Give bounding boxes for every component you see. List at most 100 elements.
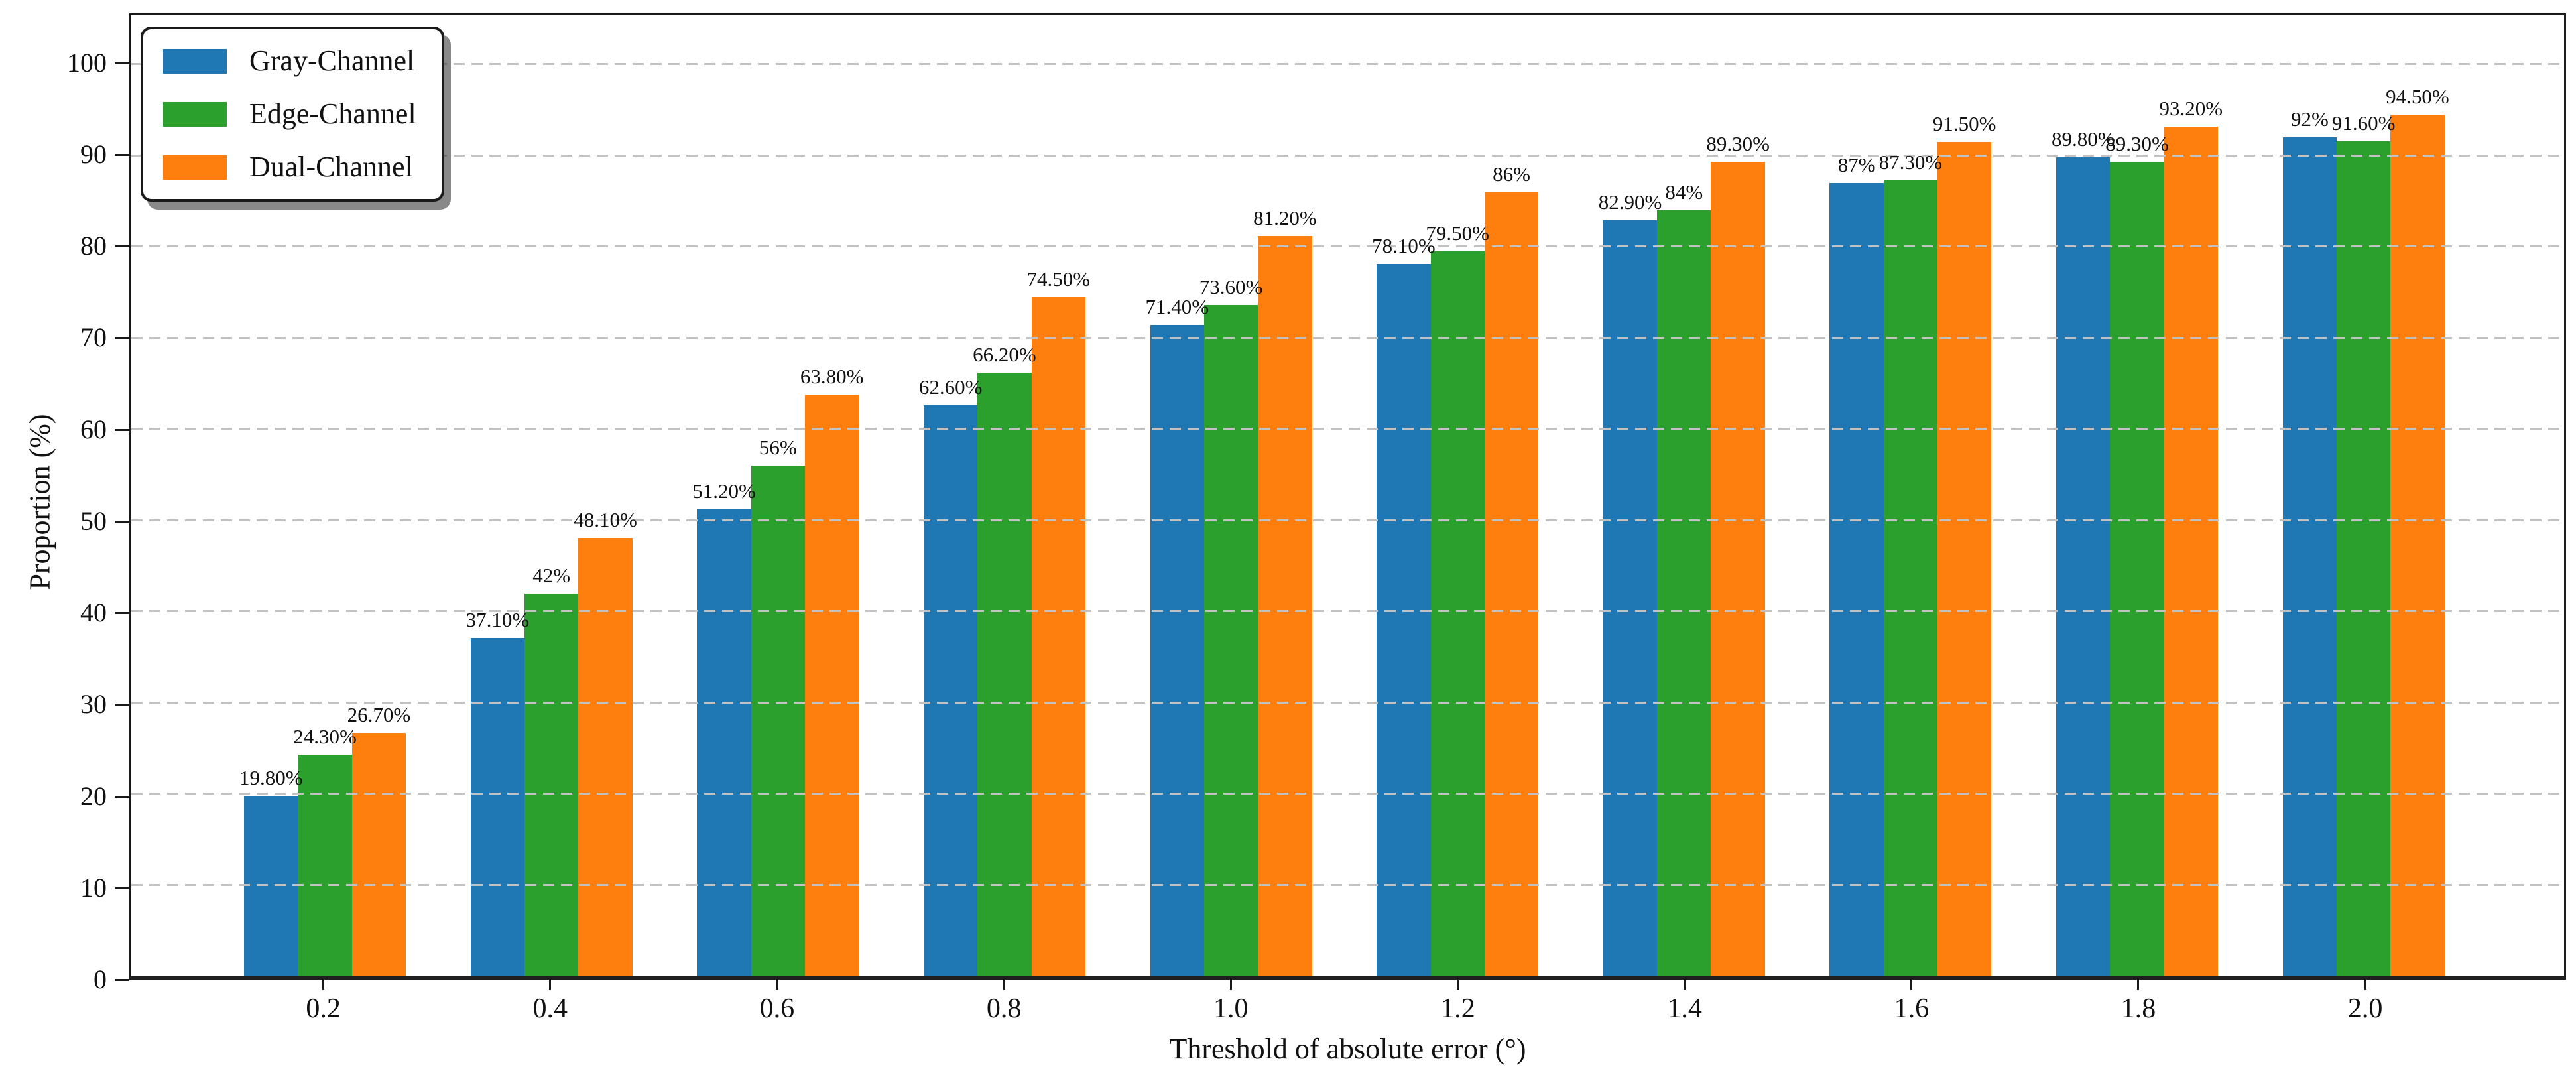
legend-label: Gray-Channel xyxy=(249,44,415,77)
bar-dual-channel-2.0 xyxy=(2390,114,2445,976)
y-tick-mark xyxy=(115,795,129,798)
y-tick-mark xyxy=(115,887,129,889)
x-tick-label: 1.8 xyxy=(2120,993,2156,1024)
x-tick-mark xyxy=(322,978,325,990)
y-tick-label: 100 xyxy=(67,47,107,78)
x-tick-label: 1.0 xyxy=(1213,993,1249,1024)
x-tick-label: 0.6 xyxy=(759,993,795,1024)
x-tick-mark xyxy=(776,978,778,990)
y-tick-label: 0 xyxy=(93,964,107,994)
x-tick-mark xyxy=(1456,978,1459,990)
y-tick-label: 40 xyxy=(80,598,107,628)
bar-edge-channel-1.6 xyxy=(1883,180,1938,976)
bar-value-label: 78.10% xyxy=(1372,234,1436,258)
y-tick-label: 60 xyxy=(80,414,107,444)
bar-value-label: 93.20% xyxy=(2159,96,2223,120)
bar-value-label: 86% xyxy=(1493,162,1530,186)
bar-gray-channel-1.6 xyxy=(1829,182,1884,976)
bar-dual-channel-0.8 xyxy=(1031,296,1085,976)
gridline xyxy=(131,336,2564,339)
y-tick-label: 50 xyxy=(80,505,107,536)
bar-edge-channel-0.8 xyxy=(977,372,1032,976)
gridline xyxy=(131,63,2564,66)
bar-edge-channel-0.4 xyxy=(524,593,579,976)
dual-channel-swatch-icon xyxy=(163,155,227,180)
y-tick-mark xyxy=(115,612,129,615)
bar-value-label: 48.10% xyxy=(574,507,637,531)
bar-dual-channel-0.2 xyxy=(351,732,406,976)
bar-dual-channel-1.6 xyxy=(1937,142,1992,976)
y-tick-label: 20 xyxy=(80,781,107,811)
x-axis-title: Threshold of absolute error (°) xyxy=(1169,1033,1526,1065)
bar-dual-channel-1.2 xyxy=(1484,192,1539,976)
y-tick-label: 70 xyxy=(80,322,107,353)
bar-dual-channel-1.8 xyxy=(2164,126,2218,976)
bar-gray-channel-1.8 xyxy=(2056,157,2111,976)
bar-edge-channel-2.0 xyxy=(2337,141,2391,976)
bar-value-label: 73.60% xyxy=(1199,275,1263,299)
bar-value-label: 84% xyxy=(1665,180,1703,204)
x-tick-mark xyxy=(2137,978,2140,990)
legend-label: Dual-Channel xyxy=(249,151,413,183)
bar-gray-channel-1.0 xyxy=(1150,325,1204,976)
x-tick-label: 1.6 xyxy=(1894,993,1930,1024)
bar-value-label: 56% xyxy=(759,436,797,460)
y-tick-mark xyxy=(115,62,129,64)
bar-value-label: 19.80% xyxy=(239,765,303,789)
bar-dual-channel-0.6 xyxy=(804,394,859,976)
x-tick-mark xyxy=(2364,978,2366,990)
y-tick-mark xyxy=(115,979,129,981)
bar-dual-channel-0.4 xyxy=(578,537,633,976)
bar-gray-channel-0.6 xyxy=(697,509,751,976)
bar-value-label: 51.20% xyxy=(692,479,756,503)
x-tick-label: 1.4 xyxy=(1667,993,1702,1024)
gridline xyxy=(131,610,2564,613)
bar-gray-channel-0.2 xyxy=(244,795,298,976)
bar-gray-channel-0.4 xyxy=(470,637,525,976)
bar-value-label: 82.90% xyxy=(1598,190,1662,214)
y-tick-mark xyxy=(115,520,129,523)
bar-value-label: 89.30% xyxy=(2105,132,2169,156)
bar-value-label: 79.50% xyxy=(1426,222,1489,245)
bar-value-label: 81.20% xyxy=(1253,206,1317,229)
gridline xyxy=(131,793,2564,795)
bar-edge-channel-0.2 xyxy=(298,754,352,976)
bar-dual-channel-1.0 xyxy=(1258,235,1312,976)
bar-edge-channel-0.6 xyxy=(751,466,805,976)
gridline xyxy=(131,519,2564,521)
bar-value-label: 92% xyxy=(2290,107,2329,131)
edge-channel-swatch-icon xyxy=(163,101,227,127)
gridline xyxy=(131,245,2564,248)
bar-value-label: 87.30% xyxy=(1878,150,1943,174)
bar-edge-channel-1.8 xyxy=(2110,162,2164,976)
legend-item-edge-channel: Edge-Channel xyxy=(163,99,416,129)
bar-gray-channel-1.2 xyxy=(1377,264,1431,976)
bar-edge-channel-1.2 xyxy=(1430,251,1485,976)
bar-edge-channel-1.0 xyxy=(1203,305,1258,976)
bar-edge-channel-1.4 xyxy=(1657,210,1711,976)
gridline xyxy=(131,154,2564,157)
bar-dual-channel-1.4 xyxy=(1711,162,1765,976)
x-tick-label: 0.4 xyxy=(532,993,568,1024)
y-tick-mark xyxy=(115,428,129,431)
gridline xyxy=(131,428,2564,430)
legend-item-gray-channel: Gray-Channel xyxy=(163,46,416,76)
bar-value-label: 94.50% xyxy=(2386,84,2449,108)
bar-value-label: 63.80% xyxy=(800,364,864,388)
y-tick-label: 10 xyxy=(80,872,107,903)
bar-value-label: 37.10% xyxy=(465,607,530,631)
gray-channel-swatch-icon xyxy=(163,48,227,74)
x-tick-mark xyxy=(1910,978,1913,990)
x-tick-label: 0.2 xyxy=(306,993,341,1024)
x-tick-mark xyxy=(549,978,552,990)
gridline xyxy=(131,883,2564,886)
bar-gray-channel-2.0 xyxy=(2282,137,2337,976)
legend: Gray-Channel Edge-Channel Dual-Channel xyxy=(141,27,444,202)
bar-value-label: 26.70% xyxy=(347,702,411,726)
bar-value-label: 87% xyxy=(1837,153,1876,176)
x-tick-mark xyxy=(1684,978,1686,990)
bar-value-label: 66.20% xyxy=(973,342,1036,366)
bar-value-label: 71.40% xyxy=(1145,295,1209,319)
bar-gray-channel-0.8 xyxy=(923,405,978,976)
